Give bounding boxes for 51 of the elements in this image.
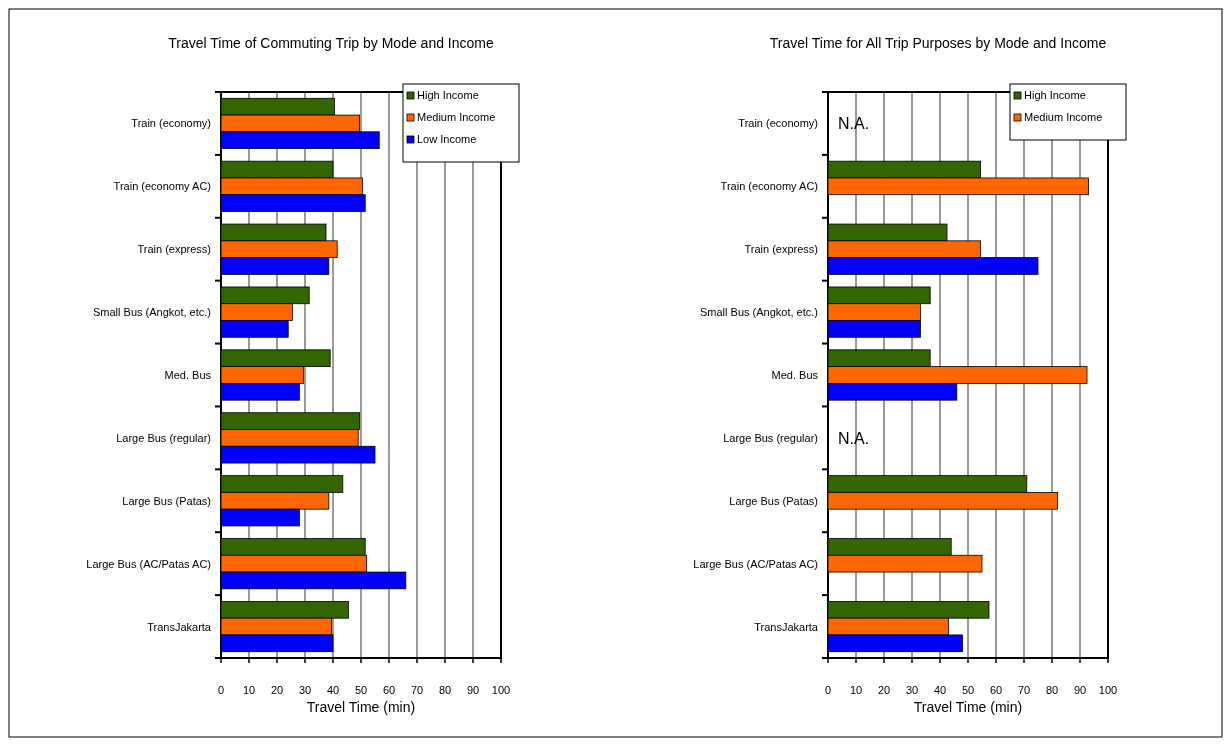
x-axis-title: Travel Time (min) <box>913 699 1023 715</box>
x-tick-label: 100 <box>491 684 511 696</box>
y-tick-label: TransJakarta <box>754 620 819 633</box>
x-tick-label: 40 <box>326 684 340 696</box>
y-tick-label: Med. Bus <box>164 369 212 381</box>
x-tick-label: 40 <box>933 684 947 696</box>
legend-label: Medium Income <box>417 111 496 123</box>
x-tick-label: 90 <box>466 684 480 696</box>
chart-title: Travel Time for All Trip Purposes by Mode and Income <box>769 35 1107 51</box>
x-tick-label: 80 <box>438 684 452 696</box>
x-tick-label: 80 <box>1045 684 1059 696</box>
y-tick-label: Large Bus (Patas) <box>122 494 211 507</box>
legend-label: Low Income <box>417 133 477 145</box>
x-tick-label: 100 <box>1098 684 1118 696</box>
y-tick-label: Large Bus (Patas) <box>729 494 818 507</box>
y-tick-label: Train (economy) <box>738 117 818 130</box>
y-tick-label: Train (express) <box>744 243 818 256</box>
x-tick-label: 30 <box>905 684 919 696</box>
legend-label: Medium Income <box>1024 111 1103 123</box>
y-tick-label: Train (economy) <box>131 117 211 130</box>
x-tick-label: 30 <box>298 684 312 696</box>
x-tick-label: 60 <box>382 684 396 696</box>
x-tick-label: 50 <box>354 684 368 696</box>
y-tick-label: TransJakarta <box>147 620 212 633</box>
x-axis-title: Travel Time (min) <box>306 699 416 715</box>
y-tick-label: Small Bus (Angkot, etc.) <box>700 306 818 319</box>
y-tick-label: Med. Bus <box>771 369 819 381</box>
x-tick-label: 60 <box>989 684 1003 696</box>
y-tick-label: Train (economy AC) <box>113 180 211 193</box>
x-tick-label: 70 <box>410 684 424 696</box>
annotation: N.A. <box>838 429 870 447</box>
chart-title: Travel Time of Commuting Trip by Mode and Income <box>168 35 494 51</box>
y-tick-label: Small Bus (Angkot, etc.) <box>93 306 211 319</box>
x-tick-label: 20 <box>270 684 284 696</box>
y-tick-label: Large Bus (regular) <box>116 431 211 444</box>
x-tick-label: 20 <box>877 684 891 696</box>
legend-label: High Income <box>417 89 479 101</box>
x-tick-label: 0 <box>824 684 832 696</box>
y-tick-label: Large Bus (AC/Patas AC) <box>86 557 211 570</box>
x-tick-label: 0 <box>217 684 225 696</box>
x-tick-label: 70 <box>1017 684 1031 696</box>
x-tick-label: 10 <box>242 684 256 696</box>
legend-label: High Income <box>1024 89 1086 101</box>
y-tick-label: Large Bus (regular) <box>723 431 818 444</box>
y-tick-label: Train (express) <box>137 243 211 256</box>
x-tick-label: 50 <box>961 684 975 696</box>
y-tick-label: Large Bus (AC/Patas AC) <box>693 557 818 570</box>
annotation: N.A. <box>838 115 870 133</box>
x-tick-label: 90 <box>1073 684 1087 696</box>
x-tick-label: 10 <box>849 684 863 696</box>
y-tick-label: Train (economy AC) <box>720 180 818 193</box>
